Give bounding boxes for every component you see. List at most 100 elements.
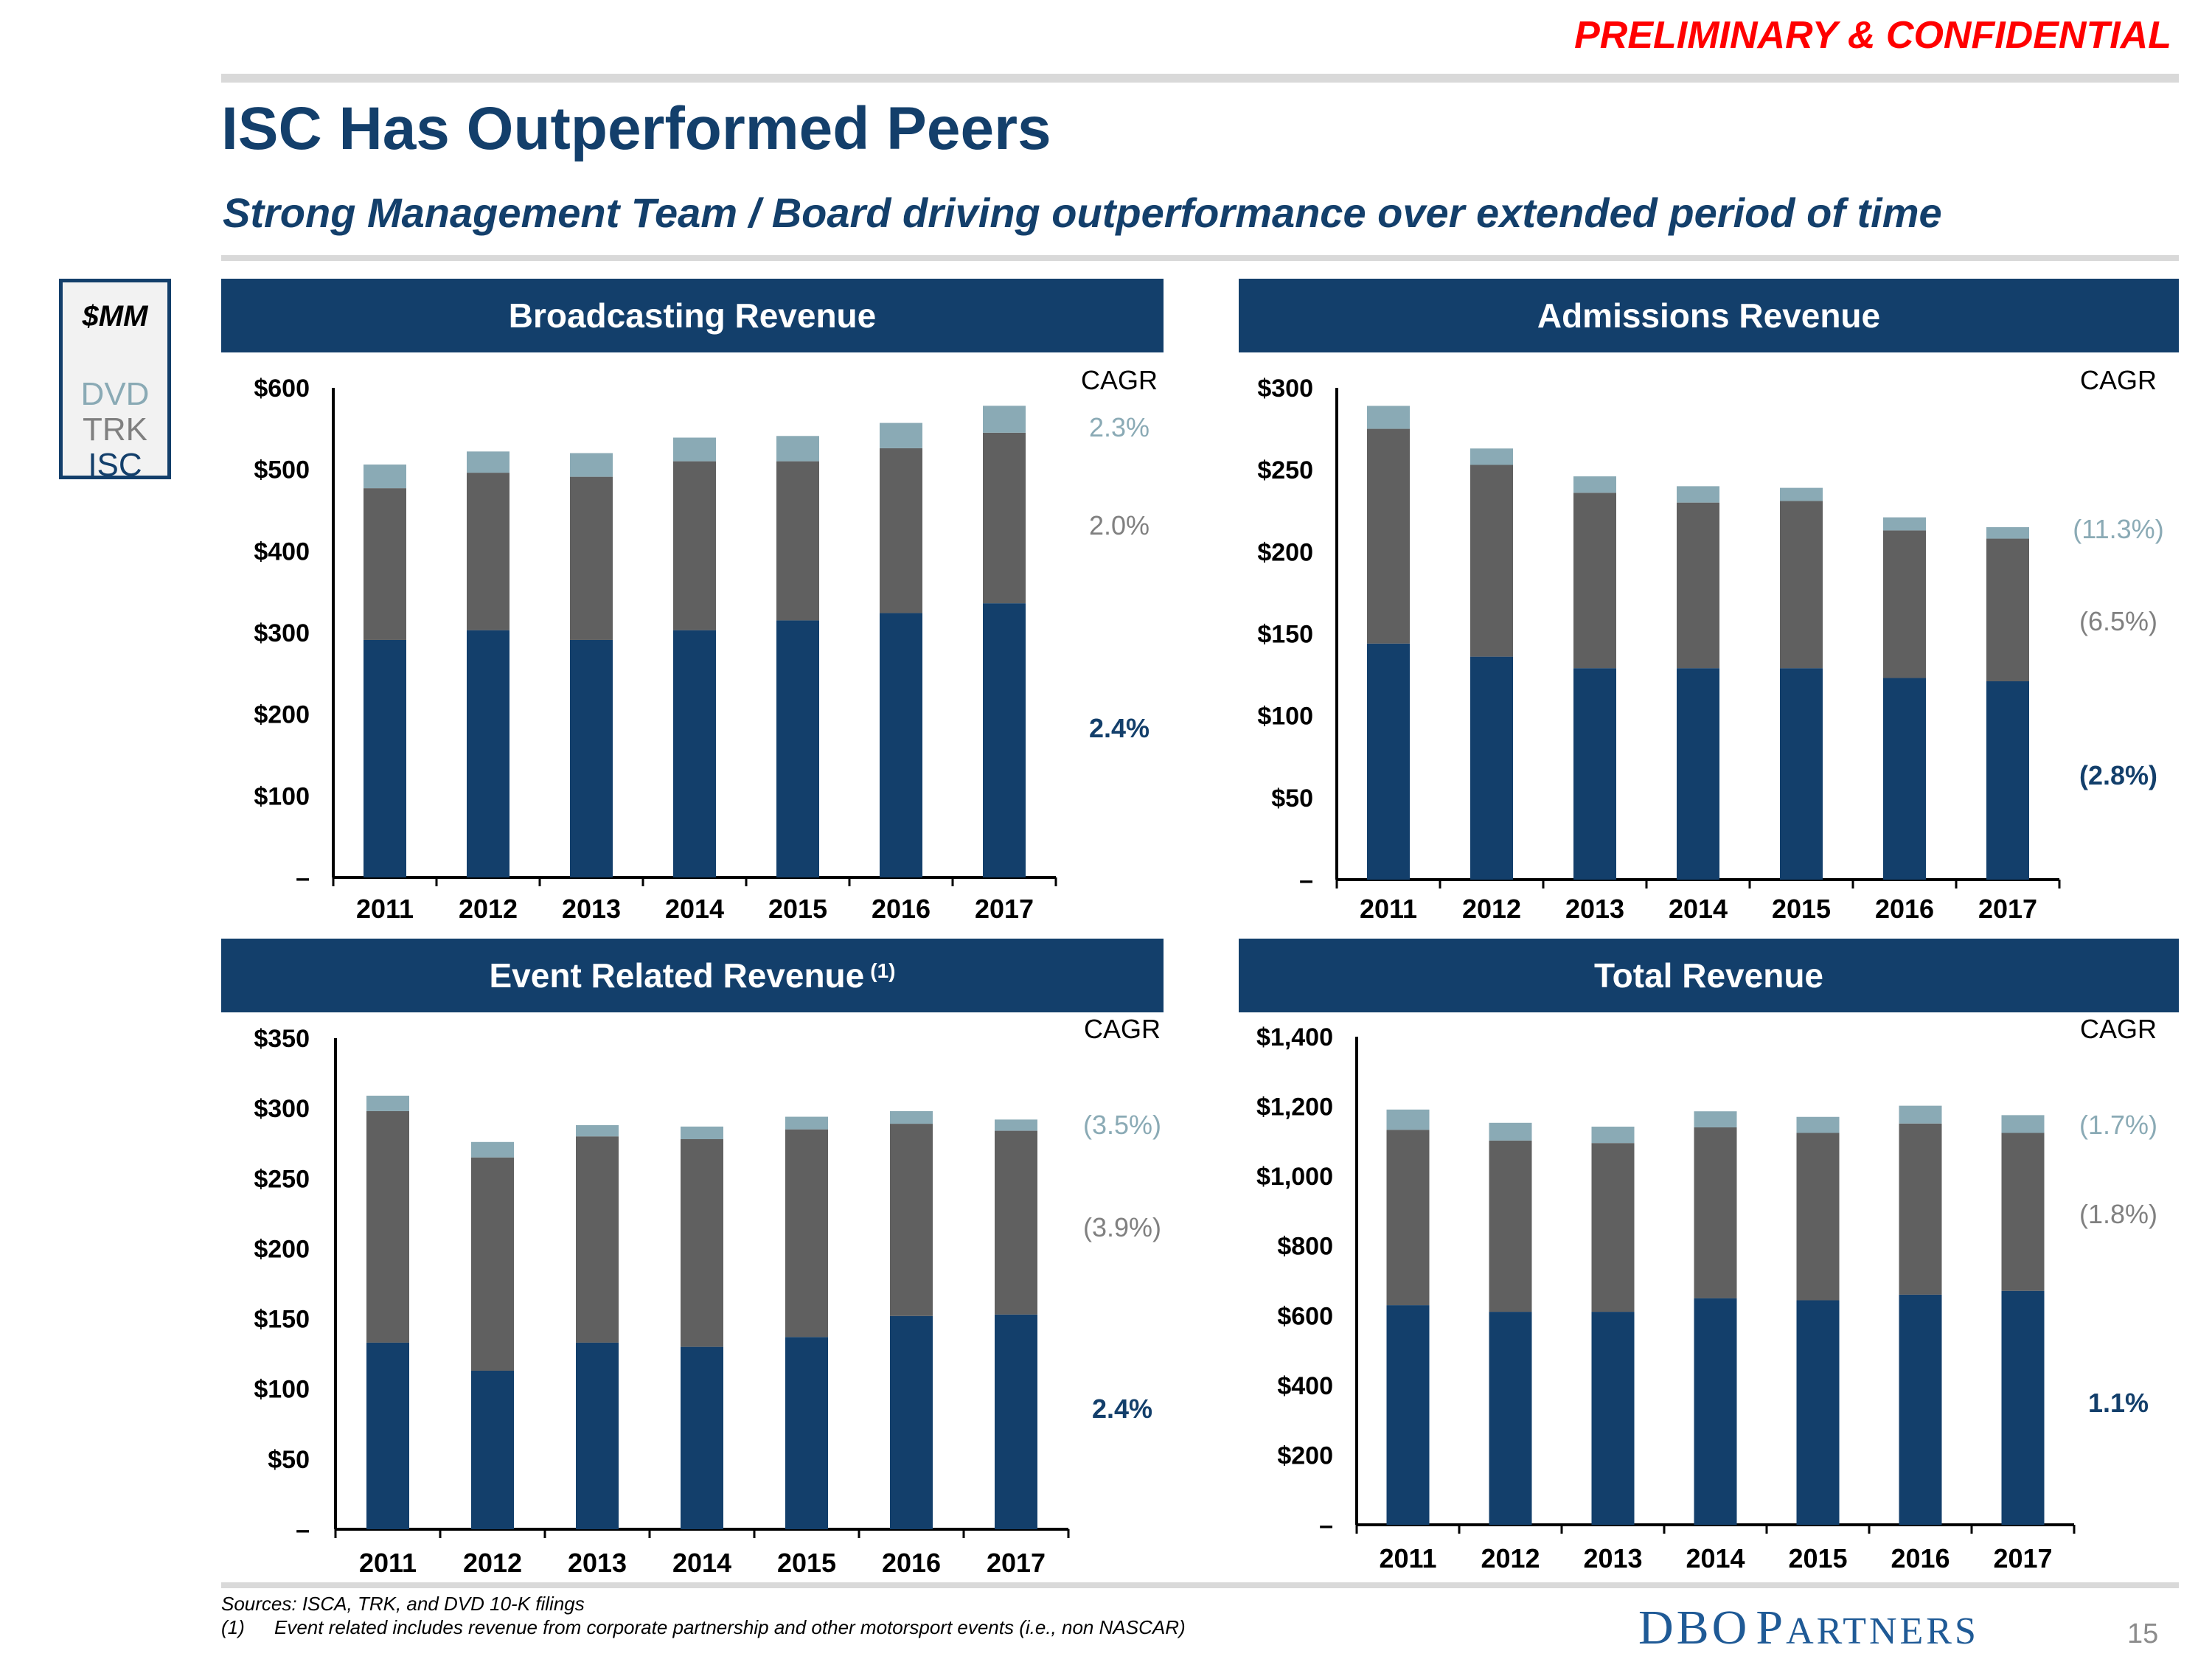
event-related-x-tick-label: 2013 bbox=[568, 1548, 627, 1578]
event-related-y-tick-label: $100 bbox=[254, 1376, 310, 1404]
broadcasting-x-tick-label: 2011 bbox=[356, 894, 414, 924]
total-cagr-isc: 1.1% bbox=[2088, 1388, 2149, 1418]
broadcasting-y-tick-label: $500 bbox=[254, 456, 310, 484]
broadcasting-bar-dvd-2017 bbox=[983, 406, 1026, 433]
event-related-cagr-trk: (3.9%) bbox=[1083, 1212, 1161, 1242]
admissions-bar-dvd-2012 bbox=[1470, 448, 1513, 465]
total-bar-dvd-2015 bbox=[1796, 1116, 1840, 1133]
broadcasting-bar-dvd-2016 bbox=[880, 422, 922, 448]
event-related-bar-trk-2014 bbox=[681, 1139, 723, 1347]
broadcasting-bar-isc-2017 bbox=[983, 603, 1026, 877]
admissions-bar-trk-2011 bbox=[1367, 428, 1410, 644]
admissions-bar-dvd-2016 bbox=[1883, 517, 1926, 531]
admissions-header: Admissions Revenue bbox=[1239, 279, 2179, 352]
admissions-bar-dvd-2014 bbox=[1677, 486, 1719, 503]
event-related-x-tick-label: 2015 bbox=[777, 1548, 836, 1578]
subtitle-divider bbox=[221, 255, 2179, 261]
event-related-y-tick-label: $250 bbox=[254, 1165, 310, 1193]
event-related-bar-isc-2012 bbox=[471, 1370, 514, 1529]
broadcasting-x-tick-label: 2017 bbox=[975, 894, 1034, 924]
event-related-bar-trk-2012 bbox=[471, 1157, 514, 1371]
broadcasting-x-tick-label: 2012 bbox=[459, 894, 518, 924]
event-related-y-tick-label: $150 bbox=[254, 1306, 310, 1334]
broadcasting-bar-isc-2012 bbox=[467, 630, 509, 877]
total-bar-isc-2016 bbox=[1899, 1294, 1942, 1525]
total-y-tick-label: $800 bbox=[1277, 1233, 1333, 1261]
total-bar-dvd-2017 bbox=[2001, 1115, 2045, 1133]
footer-divider bbox=[221, 1582, 2179, 1588]
event-related-bar-isc-2015 bbox=[785, 1337, 828, 1529]
admissions-y-tick-label: $250 bbox=[1257, 456, 1313, 484]
event-related-x-tick-label: 2011 bbox=[359, 1548, 417, 1578]
total-bar-trk-2014 bbox=[1694, 1127, 1737, 1298]
total-bar-trk-2017 bbox=[2001, 1133, 2045, 1291]
total-bar-trk-2013 bbox=[1591, 1143, 1635, 1312]
admissions-x-tick-label: 2012 bbox=[1462, 894, 1521, 924]
admissions-x-tick-label: 2017 bbox=[1978, 894, 2037, 924]
event-related-x-tick-label: 2017 bbox=[987, 1548, 1046, 1578]
logo-word-rest: ARTNERS bbox=[1786, 1610, 1979, 1652]
broadcasting-bar-trk-2011 bbox=[364, 488, 406, 640]
admissions-y-tick-label: $100 bbox=[1257, 703, 1313, 731]
admissions-bar-trk-2016 bbox=[1883, 530, 1926, 678]
admissions-bar-trk-2013 bbox=[1573, 493, 1616, 669]
admissions-bar-dvd-2017 bbox=[1986, 526, 2029, 539]
broadcasting-bar-isc-2014 bbox=[673, 630, 716, 877]
admissions-cagr-trk: (6.5%) bbox=[2079, 606, 2157, 636]
total-x-tick-label: 2013 bbox=[1583, 1543, 1642, 1573]
admissions-bar-trk-2014 bbox=[1677, 502, 1719, 669]
event-related-bar-dvd-2011 bbox=[366, 1096, 409, 1111]
event-related-bar-dvd-2014 bbox=[681, 1126, 723, 1140]
logo-initials: DBO bbox=[1638, 1601, 1750, 1655]
total-bar-dvd-2013 bbox=[1591, 1126, 1635, 1144]
broadcasting-bar-trk-2014 bbox=[673, 461, 716, 630]
total-bar-dvd-2014 bbox=[1694, 1111, 1737, 1127]
total-bar-isc-2011 bbox=[1386, 1305, 1430, 1525]
event-related-bar-trk-2015 bbox=[785, 1129, 828, 1338]
footnote-text: Event related includes revenue from corp… bbox=[274, 1616, 1186, 1638]
total-bar-trk-2016 bbox=[1899, 1123, 1942, 1295]
broadcasting-title: Broadcasting Revenue bbox=[508, 296, 877, 335]
admissions-x-tick-label: 2011 bbox=[1360, 894, 1417, 924]
broadcasting-bar-dvd-2011 bbox=[364, 465, 406, 489]
event-related-footnote-ref: (1) bbox=[870, 959, 896, 982]
admissions-bar-dvd-2013 bbox=[1573, 476, 1616, 493]
admissions-x-tick-label: 2013 bbox=[1565, 894, 1624, 924]
admissions-y-tick-label: $50 bbox=[1271, 785, 1313, 813]
broadcasting-cagr-trk: 2.0% bbox=[1089, 510, 1150, 540]
footnote: (1) Event related includes revenue from c… bbox=[221, 1616, 1186, 1639]
event-related-bar-isc-2016 bbox=[890, 1315, 933, 1529]
admissions-bar-trk-2012 bbox=[1470, 465, 1513, 657]
broadcasting-x-tick-label: 2016 bbox=[872, 894, 931, 924]
broadcasting-cagr-header: CAGR bbox=[1081, 365, 1158, 395]
broadcasting-bar-isc-2015 bbox=[776, 620, 819, 877]
total-y-tick-label: $1,200 bbox=[1256, 1093, 1333, 1121]
event-related-x-tick-label: 2012 bbox=[463, 1548, 522, 1578]
broadcasting-bar-isc-2016 bbox=[880, 613, 922, 877]
broadcasting-bar-trk-2013 bbox=[570, 476, 613, 640]
legend-box: $MM DVD TRK ISC bbox=[59, 279, 171, 483]
admissions-bar-isc-2012 bbox=[1470, 656, 1513, 880]
legend-entry-isc: ISC bbox=[88, 447, 142, 483]
total-title: Total Revenue bbox=[1594, 956, 1823, 995]
total-x-tick-label: 2017 bbox=[1993, 1543, 2052, 1573]
event-related-y-tick-label: $300 bbox=[254, 1095, 310, 1123]
broadcasting-bar-trk-2016 bbox=[880, 448, 922, 613]
total-y-tick-label: $600 bbox=[1277, 1302, 1333, 1330]
event-related-cagr-isc: 2.4% bbox=[1092, 1394, 1152, 1424]
admissions-cagr-dvd: (11.3%) bbox=[2073, 514, 2163, 544]
page-number: 15 bbox=[2127, 1618, 2159, 1649]
event-related-bar-dvd-2012 bbox=[471, 1141, 514, 1158]
broadcasting-bar-dvd-2014 bbox=[673, 437, 716, 462]
top-divider bbox=[221, 74, 2179, 83]
admissions-cagr-isc: (2.8%) bbox=[2079, 760, 2157, 790]
sources-note: Sources: ISCA, TRK, and DVD 10-K filings bbox=[221, 1593, 585, 1615]
admissions-bar-isc-2016 bbox=[1883, 678, 1926, 880]
broadcasting-y-tick-label: $600 bbox=[254, 375, 310, 403]
admissions-title: Admissions Revenue bbox=[1537, 296, 1881, 335]
broadcasting-bar-trk-2015 bbox=[776, 461, 819, 621]
event-related-bar-dvd-2017 bbox=[995, 1119, 1037, 1131]
admissions-y-tick-label: $200 bbox=[1257, 538, 1313, 566]
admissions-bar-dvd-2015 bbox=[1780, 487, 1823, 501]
